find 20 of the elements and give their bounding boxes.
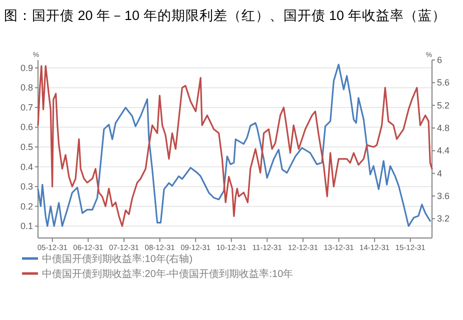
y-tick-label: 0.9	[20, 62, 33, 73]
y2-tick-label: 5.2	[437, 100, 450, 110]
y-tick-label: 0.8	[20, 82, 33, 93]
y-tick-label: 0.6	[20, 122, 33, 132]
chart-title: 图：国开债 20 年－10 年的期限利差（红）、国开债 10 年收益率（蓝）	[4, 8, 446, 23]
y2-tick-label: 4	[437, 168, 442, 178]
y2-tick-label: 3.6	[437, 191, 450, 202]
y2-tick-label: 6	[437, 55, 442, 65]
y-tick-label: 0.2	[20, 201, 33, 212]
y-tick-label: 0.3	[20, 182, 33, 192]
y-tick-label: 0.4	[20, 162, 33, 172]
y-tick-label: 0.1	[20, 221, 33, 232]
y2-tick-label: 4.8	[437, 123, 450, 134]
legend-label: 中债国开债到期收益率:20年-中债国开债到期收益率:10年	[42, 268, 294, 280]
y2-tick-label: 3.2	[437, 214, 450, 224]
y-tick-label: 0.7	[20, 102, 33, 112]
y-tick-label: 0.5	[20, 142, 33, 152]
y2-tick-label: 5.6	[437, 78, 450, 88]
legend-label: 中债国开债到期收益率:10年(右轴)	[42, 253, 193, 265]
y2-tick-label: 4.4	[437, 146, 450, 156]
